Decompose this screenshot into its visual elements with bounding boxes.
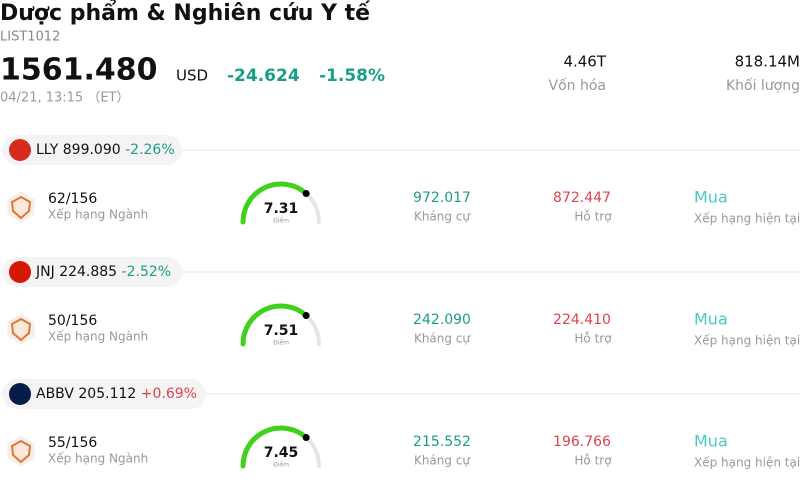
rating-label: Xếp hạng hiện tại bbox=[694, 212, 800, 226]
change: -24.624 bbox=[227, 66, 300, 86]
ticker: JNJ bbox=[35, 264, 55, 280]
resistance-label: Kháng cự bbox=[414, 454, 471, 468]
gauge-dot bbox=[302, 189, 310, 197]
stock-pill bbox=[2, 135, 182, 165]
rank-label: Xếp hạng Ngành bbox=[48, 452, 148, 466]
code: LIST1012 bbox=[0, 30, 60, 45]
ticker: ABBV bbox=[36, 386, 74, 402]
score-label: Điểm bbox=[273, 340, 289, 347]
support-label: Hỗ trợ bbox=[574, 454, 612, 468]
stock-change: +0.69% bbox=[141, 386, 197, 402]
rank-shield bbox=[10, 317, 32, 342]
rating: Mua bbox=[694, 432, 728, 451]
stock-name: ABBV 205.112 +0.69% bbox=[36, 386, 197, 402]
rating-label: Xếp hạng hiện tại bbox=[694, 334, 800, 348]
support-label: Hỗ trợ bbox=[574, 332, 612, 346]
support: 224.410 bbox=[553, 312, 611, 328]
stock-logo bbox=[9, 383, 31, 405]
score: 7.31 bbox=[264, 201, 299, 217]
stat-label: Khối lượng bbox=[726, 77, 800, 94]
gauge-fill bbox=[240, 425, 309, 469]
resistance: 972.017 bbox=[413, 190, 471, 206]
stat-value: 818.14M bbox=[735, 53, 800, 71]
score: 7.45 bbox=[264, 445, 299, 461]
stock-price: 224.885 bbox=[59, 264, 117, 280]
time: 04/21, 13:15 （ET） bbox=[0, 91, 129, 106]
gauge-dot bbox=[302, 311, 310, 319]
resistance: 242.090 bbox=[413, 312, 471, 328]
stat-label: Vốn hóa bbox=[549, 77, 606, 94]
resistance-label: Kháng cự bbox=[414, 210, 471, 224]
rank-shield bbox=[10, 439, 32, 464]
support-label: Hỗ trợ bbox=[574, 210, 612, 224]
stock-change: -2.52% bbox=[122, 264, 172, 280]
rank-shield bbox=[10, 195, 32, 220]
change-pct: -1.58% bbox=[319, 66, 385, 86]
support: 196.766 bbox=[553, 434, 611, 450]
rank-label: Xếp hạng Ngành bbox=[48, 208, 148, 222]
stock-name: JNJ 224.885 -2.52% bbox=[35, 264, 171, 280]
title: Dược phẩm & Nghiên cứu Y tế bbox=[0, 0, 371, 26]
stock-change: -2.26% bbox=[125, 142, 175, 158]
score-label: Điểm bbox=[273, 462, 289, 469]
score-label: Điểm bbox=[273, 218, 289, 225]
stock-name: LLY 899.090 -2.26% bbox=[36, 142, 175, 158]
rank: 50/156 bbox=[48, 313, 97, 329]
ticker: LLY bbox=[36, 142, 59, 158]
rank: 62/156 bbox=[48, 191, 97, 207]
stock-pill bbox=[2, 257, 182, 287]
resistance-label: Kháng cự bbox=[414, 332, 471, 346]
stock-pill bbox=[2, 379, 206, 409]
gauge-dot bbox=[302, 433, 310, 441]
rank-label: Xếp hạng Ngành bbox=[48, 330, 148, 344]
stock-price: 899.090 bbox=[63, 142, 121, 158]
rank: 55/156 bbox=[48, 435, 97, 451]
stock-logo bbox=[9, 261, 31, 283]
resistance: 215.552 bbox=[413, 434, 471, 450]
rating-label: Xếp hạng hiện tại bbox=[694, 456, 800, 470]
currency: USD bbox=[176, 67, 208, 85]
price: 1561.480 bbox=[0, 53, 158, 88]
stock-price: 205.112 bbox=[78, 386, 136, 402]
score: 7.51 bbox=[264, 323, 299, 339]
stat-value: 4.46T bbox=[563, 53, 606, 71]
gauge-fill bbox=[240, 181, 309, 225]
rating: Mua bbox=[694, 310, 728, 329]
stock-logo bbox=[9, 139, 31, 161]
support: 872.447 bbox=[553, 190, 611, 206]
gauge-fill bbox=[240, 303, 309, 347]
rating: Mua bbox=[694, 188, 728, 207]
